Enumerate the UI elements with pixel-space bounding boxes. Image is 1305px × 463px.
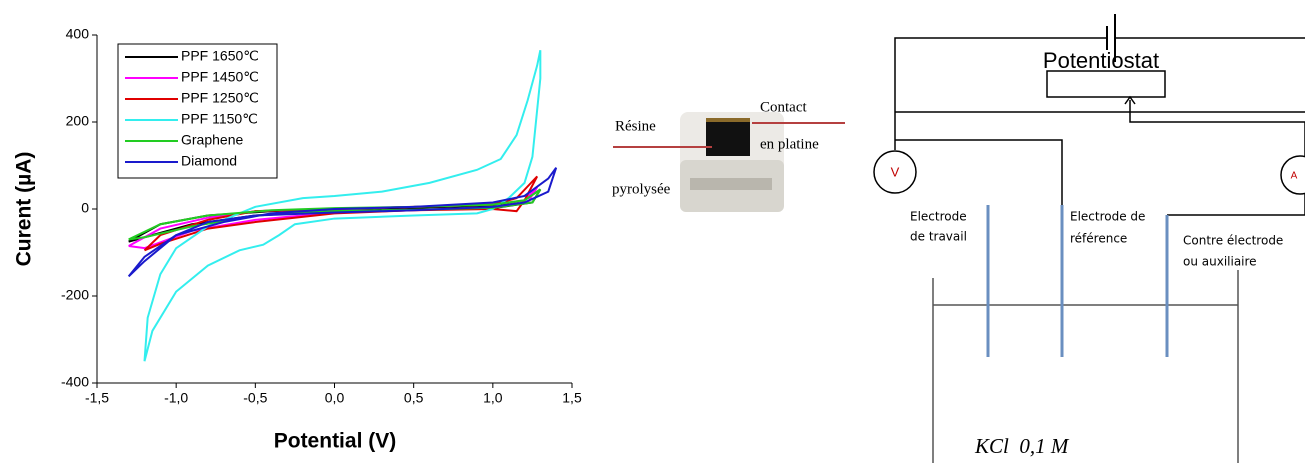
legend-label: PPF 1250℃	[181, 90, 259, 106]
y-tick-label: 200	[66, 113, 90, 129]
platinum-contact	[706, 118, 750, 122]
y-tick-label: 0	[81, 200, 89, 216]
photo-label: Résine	[615, 118, 656, 134]
wire	[1167, 192, 1305, 216]
ammeter-label: A	[1291, 171, 1298, 182]
x-tick-label: 1,5	[562, 390, 582, 406]
diagram-title: Potentiostat	[1043, 48, 1159, 73]
legend-label: Diamond	[181, 153, 237, 169]
y-axis-label: Curent (µA)	[13, 152, 36, 267]
electrode-label: Electrode	[910, 210, 967, 224]
voltmeter-label: V	[891, 164, 900, 179]
x-tick-label: 0,0	[325, 390, 345, 406]
x-tick-label: -0,5	[243, 390, 267, 406]
resistor	[1046, 70, 1166, 98]
series-line	[143, 50, 542, 362]
ammeter	[1280, 155, 1305, 195]
electrode-label: référence	[1070, 232, 1127, 246]
legend-label: PPF 1450℃	[181, 69, 259, 85]
electrode-label: Electrode de	[1070, 210, 1145, 224]
y-tick-label: 400	[66, 26, 90, 42]
electrode-label: de travail	[910, 230, 967, 244]
photo-label: Contact	[760, 99, 807, 115]
series-line	[127, 167, 558, 278]
cv-chart: Potential (V) Curent (µA) -400 -200 0 200 40…	[13, 26, 582, 453]
electrode-label: Contre électrode	[1183, 234, 1283, 248]
photo-label: pyrolysée	[612, 181, 671, 197]
legend-box	[117, 43, 278, 179]
circuit-diagram: Potentiostat V A Electrode de travail El…	[873, 14, 1305, 463]
pyrolysed-resin	[706, 118, 750, 156]
x-tick-label: 1,0	[483, 390, 503, 406]
legend-label: PPF 1650℃	[181, 48, 259, 64]
y-tick-label: -200	[61, 287, 89, 303]
x-tick-label: 0,5	[404, 390, 424, 406]
y-tick-label: -400	[61, 374, 89, 390]
wire	[1129, 100, 1305, 160]
electrode-label: ou auxiliaire	[1183, 255, 1257, 269]
solution-label: KCl 0,1 M	[974, 434, 1070, 458]
legend-label: Graphene	[181, 132, 243, 148]
x-axis-label: Potential (V)	[274, 430, 397, 453]
electrode-photo: Résine pyrolysée Contact en platine	[612, 99, 845, 212]
legend-label: PPF 1150℃	[181, 111, 258, 127]
arrow-head	[1124, 95, 1136, 105]
ruler	[690, 178, 772, 190]
voltmeter	[873, 150, 917, 194]
wire	[895, 139, 1063, 205]
photo-label: en platine	[760, 136, 819, 152]
x-tick-label: -1,5	[85, 390, 109, 406]
x-tick-label: -1,0	[164, 390, 188, 406]
